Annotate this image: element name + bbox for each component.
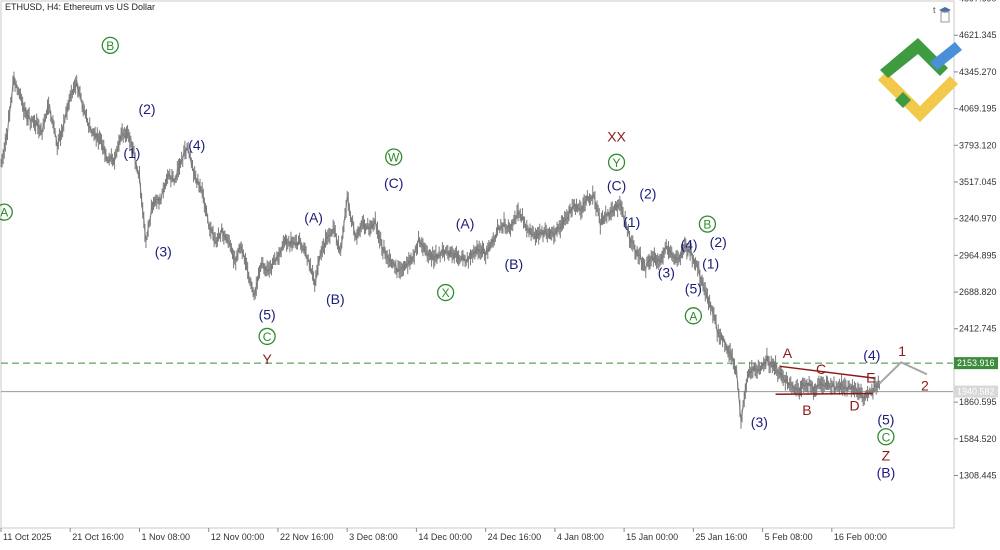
y-tick-label: 4897.690 — [959, 0, 997, 3]
y-tick-label: 2964.895 — [959, 250, 997, 260]
wave-label-circle — [684, 307, 703, 325]
wave-label-circle — [607, 153, 626, 171]
wave-label: (1) — [123, 145, 140, 161]
x-tick-label: 15 Jan 00:00 — [626, 532, 678, 542]
chart-title: ETHUSD, H4: Ethereum vs US Dollar — [5, 2, 155, 12]
wave-label: (B) — [326, 291, 345, 307]
x-tick-label: 12 Nov 00:00 — [211, 532, 265, 542]
y-tick-label: 4069.195 — [959, 104, 997, 114]
brand-logo — [878, 38, 962, 122]
wave-label: A — [0, 206, 8, 220]
y-tick-label: 4621.345 — [959, 30, 997, 40]
x-tick-label: 11 Oct 2025 — [3, 532, 51, 542]
wave-label: D — [849, 398, 859, 414]
wave-label: (5) — [685, 281, 702, 297]
wave-label: (3) — [751, 414, 768, 430]
wave-label: (3) — [658, 265, 675, 281]
wave-label: Y — [262, 351, 272, 367]
wave-label: (A) — [304, 209, 323, 225]
bid-tag — [954, 385, 998, 398]
wave-label: 1 — [898, 343, 906, 359]
x-tick-label: 16 Feb 00:00 — [834, 532, 887, 542]
wave-label: B — [106, 39, 114, 53]
wave-label: C — [263, 330, 272, 344]
y-tick-label: 1860.595 — [959, 397, 997, 407]
wave-label: A — [689, 309, 697, 323]
wave-label: XX — [607, 128, 626, 144]
wave-label-circle — [0, 203, 13, 221]
wave-label: (4) — [680, 237, 697, 253]
wave-label: (3) — [155, 243, 172, 259]
x-tick-label: 3 Dec 08:00 — [349, 532, 398, 542]
wave-label: X — [442, 286, 450, 300]
y-tick-label: 1584.520 — [959, 434, 997, 444]
bid-tag-label: 1940.582 — [957, 387, 995, 397]
wave-label: A — [783, 345, 793, 361]
x-tick-label: 24 Dec 16:00 — [488, 532, 542, 542]
wave-label: W — [388, 150, 400, 164]
plot-frame — [0, 0, 955, 529]
wave-label: (2) — [710, 234, 727, 250]
wave-label-circle — [101, 36, 119, 55]
wave-label: 2 — [921, 378, 929, 394]
wave-label-circle — [258, 327, 276, 346]
wave-label: C — [816, 361, 826, 377]
y-tick-label: 3793.120 — [959, 140, 997, 150]
wave-label: (C) — [607, 178, 626, 194]
wave-label: (B) — [877, 465, 896, 481]
y-tick-label: 4345.270 — [959, 67, 997, 77]
x-tick-label: 22 Nov 16:00 — [280, 532, 334, 542]
wave-label-circle — [877, 428, 895, 446]
x-tick-label: 4 Jan 08:00 — [557, 532, 604, 542]
wave-label-circle — [436, 283, 455, 302]
x-tick-label: 5 Feb 08:00 — [765, 532, 813, 542]
x-tick-label: 14 Dec 00:00 — [418, 532, 472, 542]
wave-label: (2) — [138, 101, 155, 117]
corner-toolbar-glyph[interactable]: t — [933, 5, 936, 15]
y-tick-label: 2688.820 — [959, 287, 997, 297]
wave-label: C — [882, 430, 891, 444]
wave-label: (A) — [456, 215, 475, 231]
wave-label: (1) — [623, 214, 640, 230]
x-tick-label: 21 Oct 16:00 — [72, 532, 124, 542]
wave-label: (4) — [863, 347, 880, 363]
y-tick-label: 3517.045 — [959, 177, 997, 187]
level-tag — [954, 357, 998, 370]
y-tick-label: 1308.445 — [959, 471, 997, 481]
wave-label: (2) — [639, 186, 656, 202]
x-tick-label: 1 Nov 08:00 — [141, 532, 190, 542]
triangle-boundary-line — [775, 392, 873, 395]
wave-label: (1) — [702, 255, 719, 271]
wave-label: (C) — [384, 175, 403, 191]
wave-label: Y — [613, 156, 621, 170]
projection-path — [878, 361, 928, 385]
wave-label: B — [802, 402, 811, 418]
wave-label: (5) — [259, 306, 276, 322]
wave-label: E — [866, 370, 875, 386]
wave-label: Z — [882, 447, 891, 463]
triangle-boundary-line — [779, 365, 876, 380]
graduation-cap-icon[interactable] — [939, 7, 951, 23]
wave-label: (4) — [188, 137, 205, 153]
y-tick-label: 3240.970 — [959, 214, 997, 224]
wave-label: B — [703, 218, 711, 232]
x-tick-label: 25 Jan 16:00 — [695, 532, 747, 542]
y-tick-label: 2412.745 — [959, 324, 997, 334]
wave-label-circle — [698, 215, 717, 233]
wave-label: (5) — [877, 411, 894, 427]
wave-label-circle — [385, 148, 403, 166]
price-line — [0, 75, 880, 421]
level-tag-label: 2153.916 — [957, 358, 995, 368]
wave-label: (B) — [504, 256, 523, 272]
